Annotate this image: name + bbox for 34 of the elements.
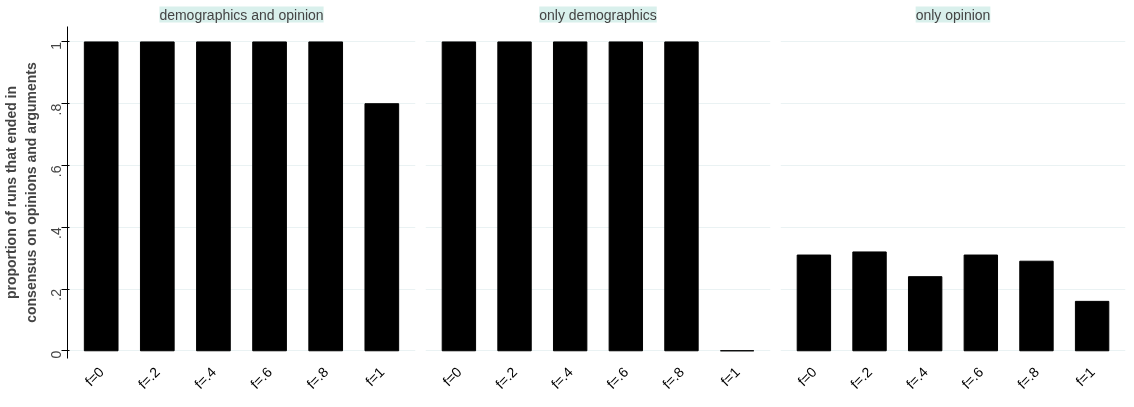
x-tick-label: f=1: [717, 363, 743, 390]
y-tick-label: .6: [48, 165, 65, 178]
x-tick-label: f=.8: [1014, 363, 1043, 392]
y-tick-label: 0: [48, 350, 65, 359]
x-tick-label: f=1: [1072, 363, 1098, 390]
y-tick-label: .2: [48, 288, 65, 301]
x-tick-label: f=.2: [134, 363, 164, 392]
y-axis-title: proportion of runs that ended in consensus on opinions and arguments: [3, 61, 39, 323]
x-tick-label: f=.4: [547, 363, 576, 392]
bar: [796, 254, 832, 352]
x-tick-label: f=.6: [603, 363, 632, 392]
bar: [907, 276, 943, 352]
x-tick-label: f=.6: [958, 363, 987, 392]
chart-title: only opinion: [915, 6, 991, 23]
chart-title: demographics and opinion: [159, 6, 324, 23]
bar: [1074, 300, 1110, 352]
chart-title: only demographics: [539, 6, 657, 23]
x-tick-label: f=.6: [247, 363, 276, 392]
y-tick-label: .4: [48, 227, 65, 239]
x-tick-label: f=.4: [190, 363, 220, 392]
x-tick-label: f=.8: [659, 363, 688, 392]
y-tick-label: 1: [48, 41, 65, 50]
x-tick-label: f=.2: [847, 363, 876, 392]
x-tick-label: f=0: [794, 363, 820, 390]
bar: [852, 251, 887, 352]
bar: [963, 254, 999, 352]
bar: [1019, 260, 1054, 352]
x-tick-label: f=0: [439, 363, 465, 390]
x-tick-label: f=0: [81, 363, 107, 390]
x-tick-label: f=1: [362, 363, 388, 390]
y-tick-label: .8: [48, 103, 65, 116]
x-tick-label: f=.8: [303, 363, 332, 392]
x-tick-label: f=.4: [902, 363, 931, 392]
x-tick-label: f=.2: [492, 363, 521, 392]
